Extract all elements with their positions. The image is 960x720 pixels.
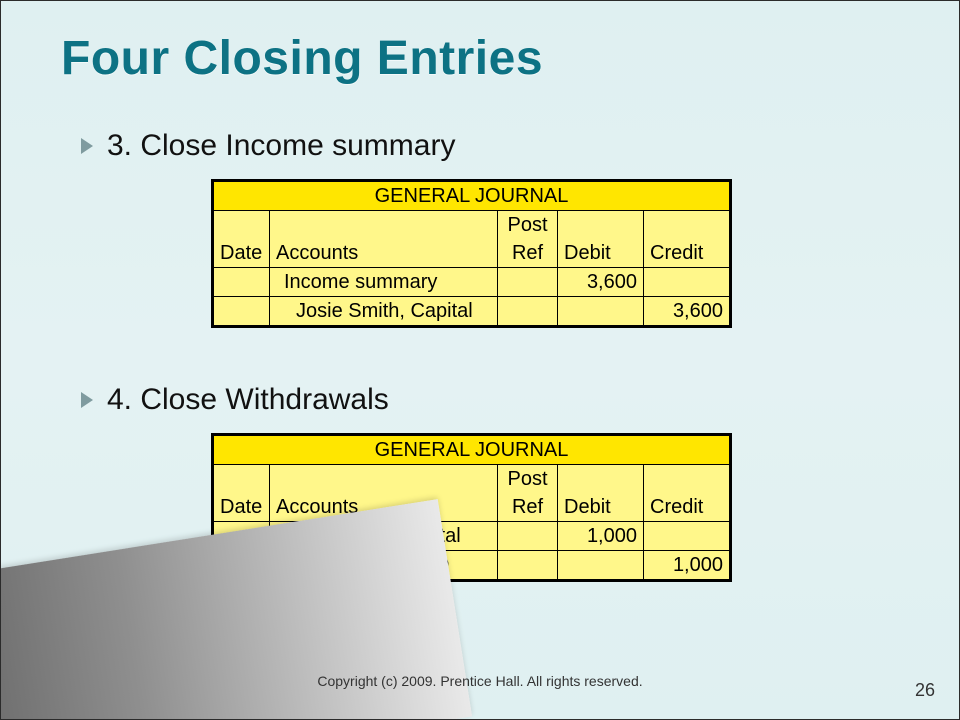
cell-account: Josie Smith, Capital bbox=[270, 297, 498, 326]
cell-date bbox=[214, 297, 270, 326]
general-journal-table-1: GENERAL JOURNAL Date Accounts Post Debit… bbox=[211, 179, 732, 328]
table-row: Josie Smith, Capital 3,600 bbox=[214, 297, 730, 326]
col-header-credit: Credit bbox=[644, 211, 730, 268]
cell-debit: 3,600 bbox=[558, 268, 644, 297]
slide: Four Closing Entries 3. Close Income sum… bbox=[0, 0, 960, 720]
cell-debit: 1,000 bbox=[558, 522, 644, 551]
bullet-marker-icon bbox=[81, 138, 93, 154]
journal-title: GENERAL JOURNAL bbox=[214, 436, 730, 465]
col-header-date: Date bbox=[214, 211, 270, 268]
cell-ref bbox=[498, 268, 558, 297]
bullet-text: 3. Close Income summary bbox=[107, 129, 455, 163]
cell-account: Income summary bbox=[270, 268, 498, 297]
cell-credit: 1,000 bbox=[644, 551, 730, 580]
cell-credit: 3,600 bbox=[644, 297, 730, 326]
bullet-item-4: 4. Close Withdrawals bbox=[81, 383, 389, 417]
col-header-debit: Debit bbox=[558, 211, 644, 268]
col-header-accounts: Accounts bbox=[270, 211, 498, 268]
col-header-ref: Ref bbox=[498, 239, 558, 268]
cell-ref bbox=[498, 551, 558, 580]
cell-date bbox=[214, 268, 270, 297]
col-header-ref: Ref bbox=[498, 493, 558, 522]
cell-credit bbox=[644, 522, 730, 551]
col-header-post: Post bbox=[498, 465, 558, 494]
col-header-post: Post bbox=[498, 211, 558, 240]
journal-title: GENERAL JOURNAL bbox=[214, 182, 730, 211]
col-header-date: Date bbox=[214, 465, 270, 522]
bullet-text: 4. Close Withdrawals bbox=[107, 383, 389, 417]
bullet-marker-icon bbox=[81, 392, 93, 408]
cell-credit bbox=[644, 268, 730, 297]
cell-debit bbox=[558, 297, 644, 326]
col-header-credit: Credit bbox=[644, 465, 730, 522]
cell-ref bbox=[498, 522, 558, 551]
col-header-debit: Debit bbox=[558, 465, 644, 522]
table-row: Income summary 3,600 bbox=[214, 268, 730, 297]
copyright-text: Copyright (c) 2009. Prentice Hall. All r… bbox=[1, 673, 959, 689]
page-number: 26 bbox=[915, 680, 935, 701]
cell-debit bbox=[558, 551, 644, 580]
slide-title: Four Closing Entries bbox=[61, 31, 543, 86]
bullet-item-3: 3. Close Income summary bbox=[81, 129, 455, 163]
cell-ref bbox=[498, 297, 558, 326]
